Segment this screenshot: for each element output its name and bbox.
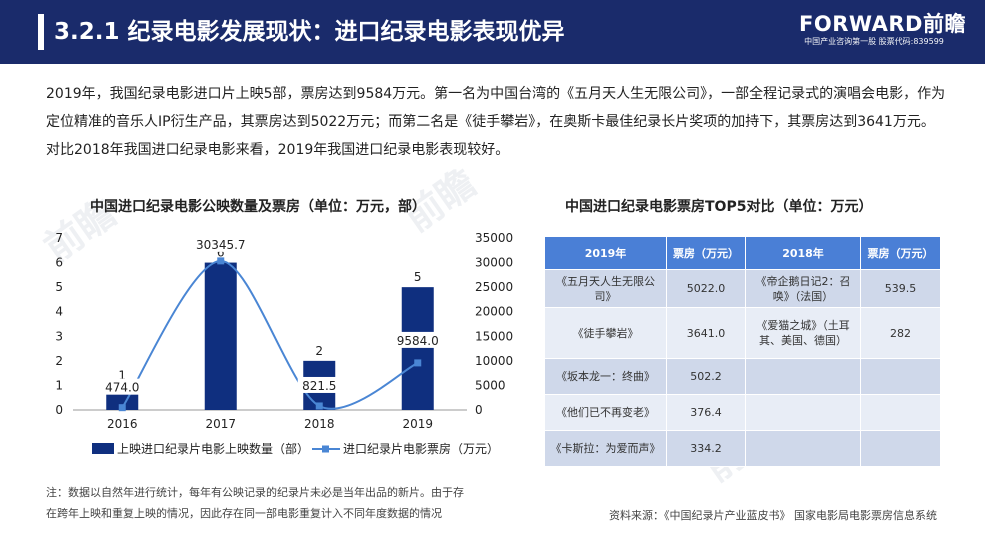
y-right-tick-label: 0 [475, 403, 483, 417]
footnote-line: 注：数据以自然年进行统计，每年有公映记录的纪录片未必是当年出品的新片。由于存 [46, 486, 464, 499]
line-data-label: 474.0 [105, 381, 139, 395]
table-cell [745, 358, 861, 395]
table-cell: 539.5 [860, 269, 941, 308]
line-data-label: 30345.7 [196, 238, 246, 252]
table-cell: 502.2 [666, 358, 746, 395]
x-tick-label: 2017 [205, 417, 236, 431]
bar-data-label: 6 [217, 246, 225, 260]
y-right-tick-label: 5000 [475, 378, 506, 392]
table-cell: 334.2 [666, 430, 746, 467]
bar [401, 287, 434, 410]
table-cell: 《卡斯拉：为爱而声》 [544, 430, 667, 467]
source-text: 资料来源：《中国纪录片产业蓝皮书》 国家电影局电影票房信息系统 [609, 509, 937, 522]
x-tick-label: 2018 [304, 417, 335, 431]
forward-logo: FORWARD前瞻 中国产业咨询第一股 股票代码:839599 [799, 12, 966, 48]
table-header-row: 2019年 票房（万元） 2018年 票房（万元） [544, 236, 941, 270]
bar [204, 262, 237, 410]
y-right-tick-label: 35000 [475, 231, 513, 245]
header-box-office-2019: 票房（万元） [666, 236, 746, 270]
footnote: 注：数据以自然年进行统计，每年有公映记录的纪录片未必是当年出品的新片。由于存 在… [46, 482, 526, 524]
y-left-tick-label: 3 [55, 329, 63, 343]
table-cell: 《坂本龙一：终曲》 [544, 358, 667, 395]
series-line [121, 259, 419, 410]
line-marker [414, 359, 422, 367]
legend-line-marker [322, 445, 329, 453]
x-tick-label: 2016 [107, 417, 138, 431]
table-cell: 《爱猫之城》（土耳其、美国、德国） [745, 307, 861, 359]
line-marker [217, 257, 225, 265]
table-cell: 《五月天人生无限公司》 [544, 269, 667, 308]
line-label-bg [191, 235, 250, 252]
table-cell: 5022.0 [666, 269, 746, 308]
y-right-tick-label: 30000 [475, 256, 513, 270]
legend-bar-label: 上映进口纪录片电影上映数量（部） [117, 441, 309, 456]
bar-data-label: 5 [414, 270, 422, 284]
table-cell: 《帝企鹅日记2：召唤》（法国） [745, 269, 861, 308]
chart-title: 中国进口纪录电影公映数量及票房（单位：万元，部） [90, 199, 426, 215]
legend-line-label: 进口纪录片电影票房（万元） [343, 441, 499, 456]
header-banner: 3.2.1 纪录电影发展现状：进口纪录电影表现优异 FORWARD前瞻 中国产业… [0, 0, 985, 64]
line-marker [118, 404, 126, 412]
header-accent-bar [38, 14, 44, 50]
table-cell [860, 430, 941, 467]
y-left-tick-label: 0 [55, 403, 63, 417]
table-row: 《坂本龙一：终曲》 502.2 [544, 358, 941, 395]
line-data-label: 9584.0 [397, 334, 439, 348]
table-title: 中国进口纪录电影票房TOP5对比（单位：万元） [565, 199, 873, 215]
header-2019: 2019年 [544, 236, 667, 270]
legend-bar-swatch [92, 443, 114, 454]
logo-main-text: FORWARD前瞻 [799, 12, 966, 36]
y-right-tick-label: 25000 [475, 280, 513, 294]
y-left-tick-label: 6 [55, 256, 63, 270]
table-row: 《他们已不再变老》 376.4 [544, 394, 941, 431]
page-title: 3.2.1 纪录电影发展现状：进口纪录电影表现优异 [54, 19, 565, 45]
table-cell [860, 394, 941, 431]
y-left-tick-label: 4 [55, 305, 63, 319]
intro-paragraph: 2019年，我国纪录电影进口片上映5部，票房达到9584万元。第一名为中国台湾的… [46, 86, 946, 158]
y-left-tick-label: 5 [55, 280, 63, 294]
table-row: 《卡斯拉：为爱而声》 334.2 [544, 430, 941, 467]
bar-data-label: 1 [118, 368, 126, 382]
table-cell: 282 [860, 307, 941, 359]
logo-sub-text: 中国产业咨询第一股 股票代码:839599 [804, 37, 944, 46]
line-label-bg [392, 331, 443, 348]
table-cell [745, 430, 861, 467]
y-left-tick-label: 7 [55, 231, 63, 245]
y-right-tick-label: 20000 [475, 305, 513, 319]
line-data-label: 821.5 [302, 379, 336, 393]
y-right-tick-label: 15000 [475, 329, 513, 343]
combo-chart: 0 1 2 3 4 5 6 7 0 5000 10000 15000 20000 25000 30000 35… [55, 231, 513, 456]
header-2018: 2018年 [745, 236, 861, 270]
header-box-office-2018: 票房（万元） [860, 236, 941, 270]
table-row: 《徒手攀岩》 3641.0 《爱猫之城》（土耳其、美国、德国） 282 [544, 307, 941, 359]
line-label-bg [100, 378, 144, 395]
line-marker [315, 402, 323, 410]
line-label-bg [297, 376, 341, 393]
bar-data-label: 2 [315, 344, 323, 358]
table-cell: 3641.0 [666, 307, 746, 359]
footnote-line: 在跨年上映和重复上映的情况，因此存在同一部电影重复计入不同年度数据的情况 [46, 507, 442, 520]
y-left-tick-label: 2 [55, 354, 63, 368]
table-cell: 《他们已不再变老》 [544, 394, 667, 431]
y-right-tick-label: 10000 [475, 354, 513, 368]
table-cell [860, 358, 941, 395]
table-cell [745, 394, 861, 431]
table-row: 《五月天人生无限公司》 5022.0 《帝企鹅日记2：召唤》（法国） 539.5 [544, 269, 941, 308]
top5-table: 2019年 票房（万元） 2018年 票房（万元） 《五月天人生无限公司》 50… [544, 236, 941, 467]
table-cell: 《徒手攀岩》 [544, 307, 667, 359]
x-tick-label: 2019 [402, 417, 433, 431]
y-left-tick-label: 1 [55, 378, 63, 392]
table-cell: 376.4 [666, 394, 746, 431]
